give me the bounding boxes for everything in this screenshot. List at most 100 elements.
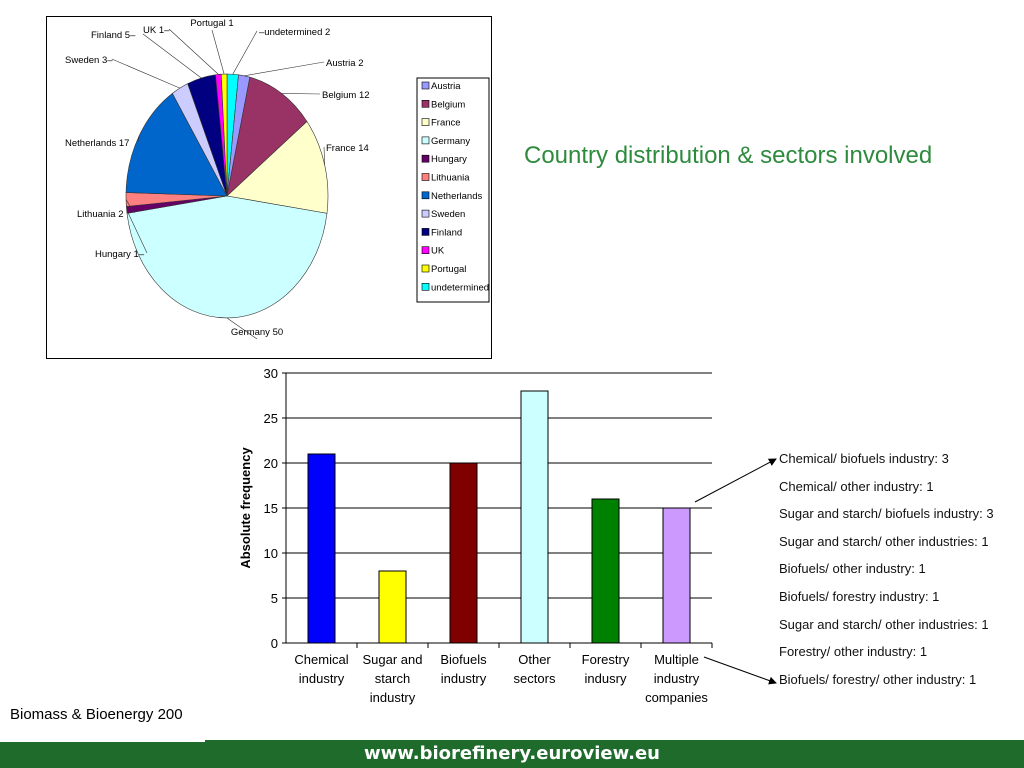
bar-axes xyxy=(285,373,713,648)
pie-leader-line xyxy=(323,146,325,166)
bar xyxy=(449,462,478,644)
legend-swatch xyxy=(421,191,430,200)
arrow-to-notes-top xyxy=(694,458,777,503)
combination-note: Biofuels/ forestry/ other industry: 1 xyxy=(779,671,977,687)
pie-legend-box xyxy=(416,77,490,303)
footer-bar: www.biorefinery.euroview.eu xyxy=(0,740,1024,768)
bar xyxy=(307,453,336,644)
legend-label-finland: Finland xyxy=(431,227,462,238)
footer-divider xyxy=(0,740,205,742)
bar xyxy=(591,498,620,644)
legend-swatch xyxy=(421,264,430,273)
y-tick-label: 30 xyxy=(264,366,278,381)
pie-label-portugal: Portugal 1 xyxy=(190,18,233,29)
bar-x-tick-labels: Chemical industry Sugar and starch industry B… xyxy=(294,652,708,705)
pie-leader-line xyxy=(111,58,181,89)
legend-swatch xyxy=(421,118,430,126)
x-tick-label: Sugar and starch industry xyxy=(363,652,423,705)
legend-label-uk: UK xyxy=(431,246,445,257)
legend-label-belgium: Belgium xyxy=(431,99,465,110)
pie-leader-line xyxy=(232,30,258,75)
legend-swatch xyxy=(421,100,430,108)
legend-label-sweden: Sweden xyxy=(431,209,465,220)
y-tick-label: 5 xyxy=(271,591,278,606)
legend-swatch xyxy=(421,136,430,145)
x-tick-label: Chemical industry xyxy=(294,652,348,686)
legend-label-hungary: Hungary xyxy=(431,154,467,165)
legend-label-france: France xyxy=(431,118,461,129)
combination-note: Chemical/ other industry: 1 xyxy=(779,478,934,494)
combination-note: Chemical/ biofuels industry: 3 xyxy=(779,451,949,466)
pie-leader-line xyxy=(244,61,325,77)
pie-label-uk: UK 1– xyxy=(143,25,170,36)
pie-legend: Austria Belgium France Germany Hungary Lithua… xyxy=(421,81,489,293)
combination-note: Biofuels/ forestry industry: 1 xyxy=(779,588,940,604)
legend-label-austria: Austria xyxy=(431,81,461,92)
bar xyxy=(662,507,691,644)
pie-leader-line xyxy=(125,199,135,214)
pie-label-austria: Austria 2 xyxy=(326,58,364,69)
x-tick-label: Other sectors xyxy=(514,652,556,686)
combination-notes: Chemical/ biofuels industry: 3 Chemical/ … xyxy=(779,449,994,697)
legend-label-portugal: Portugal xyxy=(431,264,466,275)
pie-leader-line xyxy=(168,28,219,75)
legend-swatch xyxy=(421,282,430,291)
pie-label-finland: Finland 5– xyxy=(91,30,136,41)
slide-title: Country distribution & sectors involved xyxy=(524,142,933,169)
x-tick-label: Biofuels industry xyxy=(440,652,487,686)
combination-note: Biofuels/ other industry: 1 xyxy=(779,561,926,577)
pie-label-undetermined: –undetermined 2 xyxy=(259,27,330,38)
legend-swatch xyxy=(421,81,430,90)
x-tick-label: Multiple industry companies xyxy=(645,652,708,705)
pie-leader-lines xyxy=(111,28,325,340)
pie-leader-line xyxy=(281,93,321,95)
y-tick-label: 15 xyxy=(264,501,278,516)
legend-swatch xyxy=(421,173,430,181)
pie-leader-line xyxy=(126,209,148,254)
pie-label-france: France 14 xyxy=(326,143,369,154)
y-tick-label: 20 xyxy=(264,456,278,471)
pie-leader-line xyxy=(137,135,140,143)
citation-text: Biomass & Bioenergy 200 xyxy=(10,706,183,723)
legend-swatch xyxy=(421,228,430,236)
bar-gridlines xyxy=(282,372,712,644)
pie-data-labels: –undetermined 2 Austria 2 Belgium 12 France… xyxy=(65,18,370,338)
pie-leader-line xyxy=(211,29,225,75)
pie-slice-portugal xyxy=(220,73,228,197)
pie-slices xyxy=(125,73,329,319)
legend-swatch xyxy=(421,209,430,218)
pie-label-netherlands: Netherlands 17 xyxy=(65,138,129,149)
bar xyxy=(520,390,549,644)
bar-chart-area: 0 5 10 15 20 25 30 Chemical industry Sugar and st… xyxy=(228,360,788,720)
bar-y-tick-labels: 0 5 10 15 20 25 30 xyxy=(264,366,278,651)
combination-note: Sugar and starch/ other industries: 1 xyxy=(779,533,989,549)
pie-label-germany: Germany 50 xyxy=(231,327,283,338)
x-tick-label: Forestry indusry xyxy=(582,652,630,686)
y-tick-label: 10 xyxy=(264,546,278,561)
pie-label-hungary: Hungary 1– xyxy=(95,249,145,260)
legend-label-germany: Germany xyxy=(431,136,470,147)
combination-note: Forestry/ other industry: 1 xyxy=(779,644,928,660)
pie-slice-germany xyxy=(126,195,328,319)
bar-y-axis-label: Absolute frequency xyxy=(238,447,253,569)
pie-chart-frame: –undetermined 2 Austria 2 Belgium 12 France… xyxy=(46,16,492,359)
footer-url[interactable]: www.biorefinery.euroview.eu xyxy=(364,743,660,764)
y-tick-label: 0 xyxy=(271,636,278,651)
y-tick-label: 25 xyxy=(264,411,278,426)
pie-label-lithuania: Lithuania 2 xyxy=(77,209,123,220)
legend-label-netherlands: Netherlands xyxy=(431,191,482,202)
legend-swatch xyxy=(421,246,430,254)
legend-label-undetermined: undetermined xyxy=(431,282,489,293)
legend-label-lithuania: Lithuania xyxy=(431,173,470,184)
pie-leader-line xyxy=(142,33,202,79)
combination-note: Sugar and starch/ biofuels industry: 3 xyxy=(779,506,994,522)
pie-chart: –undetermined 2 Austria 2 Belgium 12 France… xyxy=(65,18,490,340)
pie-leader-line xyxy=(226,317,258,340)
pie-slice-france xyxy=(226,121,329,214)
pie-label-sweden: Sweden 3– xyxy=(65,55,113,66)
annotation-arrows xyxy=(694,458,777,685)
bar-bars xyxy=(307,390,691,644)
arrow-to-notes-bottom xyxy=(703,656,777,685)
bar-chart: 0 5 10 15 20 25 30 Chemical industry Sugar and st… xyxy=(238,366,777,705)
pie-label-belgium: Belgium 12 xyxy=(322,90,370,101)
